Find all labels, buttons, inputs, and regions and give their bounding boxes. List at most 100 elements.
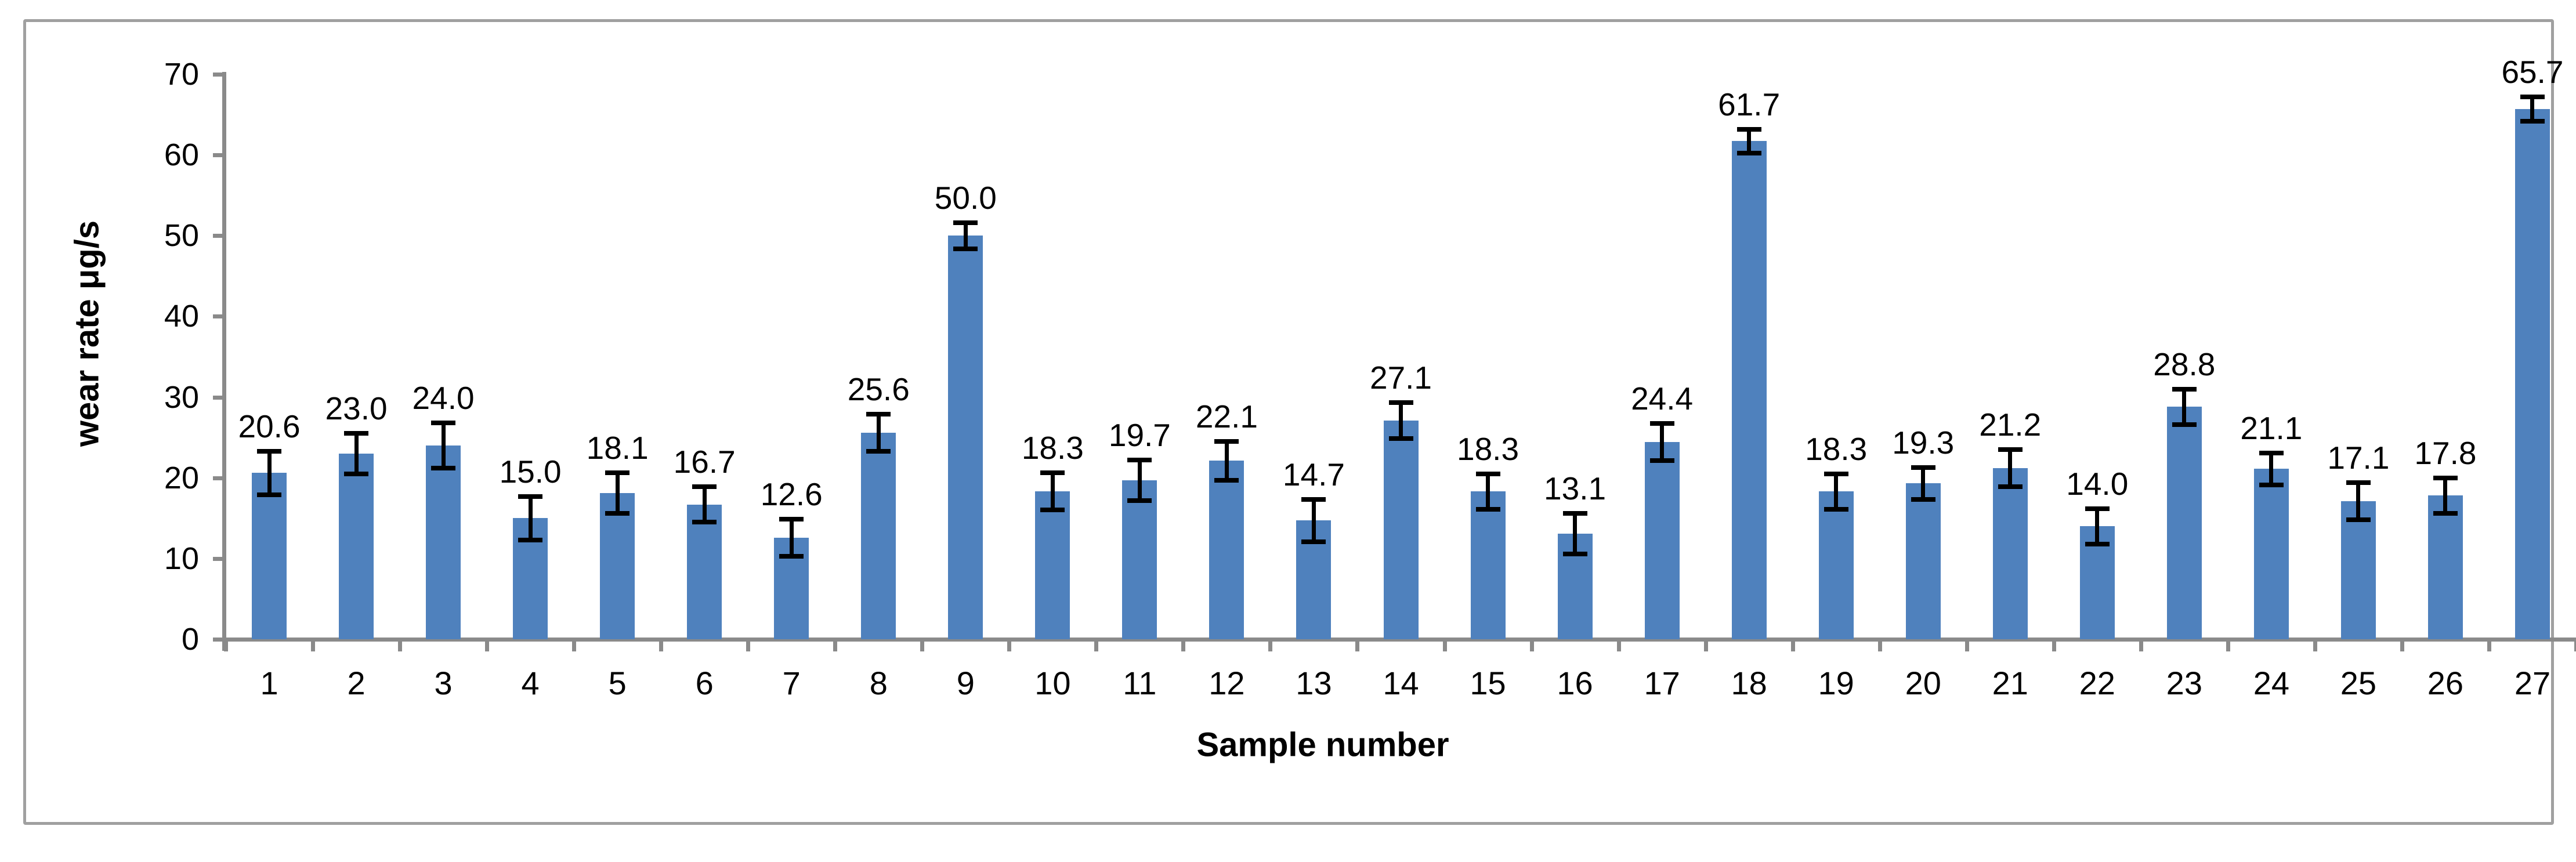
error-bar-cap-top: [1824, 471, 1848, 476]
y-tick-label: 10: [164, 541, 199, 576]
bar-value-label: 50.0: [934, 180, 997, 216]
x-tick: [1616, 639, 1621, 651]
x-tick: [2400, 639, 2404, 651]
error-bar: [1311, 499, 1316, 542]
error-bar-cap-top: [1214, 439, 1239, 444]
x-tick: [224, 639, 228, 651]
bar-value-label: 14.0: [2066, 465, 2129, 502]
bar-value-label: 18.3: [1021, 430, 1084, 466]
bar: [426, 446, 461, 639]
x-tick-label: 25: [2340, 665, 2377, 701]
x-tick: [746, 639, 751, 651]
error-bar-cap-top: [605, 470, 630, 476]
x-tick-label: 22: [2079, 665, 2115, 701]
error-bar-cap-top: [431, 421, 456, 426]
error-bar-cap-top: [1040, 470, 1065, 476]
error-bar-cap-bottom: [2172, 422, 2197, 427]
error-bar-cap-top: [2520, 94, 2545, 99]
error-bar-cap-bottom: [1911, 497, 1935, 502]
plot-area: 0 10 20 30 40 50 60 70 20.6 1 23.0 2 24.0 3 15.0 4 18.1 5…: [26, 22, 2576, 862]
x-tick-label: 14: [1383, 665, 1419, 701]
error-bar: [528, 496, 533, 540]
x-tick: [572, 639, 577, 651]
bar-value-label: 18.3: [1457, 430, 1519, 467]
error-bar: [1660, 423, 1665, 461]
error-bar-cap-bottom: [2259, 483, 2284, 488]
error-bar-cap-top: [1998, 447, 2023, 452]
error-bar-cap-top: [1475, 471, 1500, 476]
x-tick-label: 27: [2514, 665, 2551, 701]
bar-value-label: 23.0: [325, 390, 388, 427]
x-tick: [2574, 639, 2576, 651]
error-bar-cap-bottom: [344, 471, 369, 476]
y-tick-label: 70: [164, 57, 199, 92]
error-bar-cap-top: [2172, 386, 2197, 392]
x-tick: [1877, 639, 1882, 651]
x-tick-label: 13: [1296, 665, 1332, 701]
chart-frame: 0 10 20 30 40 50 60 70 20.6 1 23.0 2 24.0 3 15.0 4 18.1 5…: [23, 19, 2576, 825]
bar-value-label: 13.1: [1544, 470, 1607, 506]
y-tick: [213, 395, 223, 400]
error-bar-cap-top: [779, 516, 804, 521]
y-axis-title: wear rate μg/s: [68, 220, 106, 447]
bar-value-label: 28.8: [2153, 346, 2216, 382]
x-tick-label: 18: [1731, 665, 1767, 701]
error-bar-cap-bottom: [2433, 510, 2458, 516]
error-bar-cap-bottom: [1824, 506, 1848, 512]
y-tick: [213, 476, 223, 480]
x-tick: [1529, 639, 1534, 651]
error-bar-cap-bottom: [2346, 517, 2371, 523]
error-bar: [1486, 473, 1490, 509]
error-bar-cap-bottom: [1649, 458, 1674, 463]
x-tick: [1007, 639, 1012, 651]
error-bar-cap-top: [2259, 450, 2284, 455]
bar: [1731, 141, 1767, 639]
bar: [2340, 501, 2376, 639]
bar-value-label: 19.7: [1108, 417, 1171, 454]
bar-value-label: 61.7: [1718, 86, 1781, 122]
x-tick: [1355, 639, 1360, 651]
error-bar-cap-top: [257, 448, 282, 454]
x-tick: [2226, 639, 2230, 651]
bar-value-label: 18.1: [586, 430, 649, 466]
bar-value-label: 20.6: [238, 408, 301, 444]
x-tick-label: 15: [1470, 665, 1506, 701]
x-tick: [1268, 639, 1273, 651]
error-bar-cap-bottom: [518, 537, 543, 542]
bar-value-label: 21.2: [1979, 407, 2042, 443]
bar: [2427, 495, 2463, 639]
x-tick: [2052, 639, 2056, 651]
error-bar: [876, 414, 881, 451]
x-tick: [659, 639, 664, 651]
error-bar-cap-bottom: [779, 553, 804, 559]
bar: [1035, 491, 1070, 639]
error-bar: [1137, 460, 1142, 501]
error-bar: [441, 423, 446, 468]
bar: [1383, 420, 1419, 639]
error-bar: [702, 487, 707, 523]
error-bar-cap-top: [518, 494, 543, 499]
bar-value-label: 24.0: [412, 380, 475, 416]
bar: [687, 504, 722, 639]
x-tick-label: 11: [1123, 665, 1157, 701]
error-bar: [963, 223, 968, 249]
y-tick-label: 0: [181, 622, 199, 657]
x-tick-label: 4: [521, 665, 540, 701]
bar: [1644, 442, 1680, 639]
x-tick: [920, 639, 925, 651]
error-bar-cap-bottom: [2085, 541, 2110, 546]
x-tick-label: 9: [956, 665, 975, 701]
x-tick-label: 3: [434, 665, 453, 701]
bar-value-label: 21.1: [2240, 410, 2303, 446]
error-bar: [1747, 129, 1752, 154]
error-bar: [2182, 389, 2187, 425]
error-bar: [1573, 513, 1578, 554]
error-bar-cap-top: [1127, 458, 1152, 463]
x-tick: [398, 639, 403, 651]
y-tick: [213, 234, 223, 238]
bar: [861, 432, 896, 639]
bar: [1122, 480, 1157, 639]
x-tick-label: 10: [1034, 665, 1071, 701]
error-bar: [1050, 473, 1055, 510]
error-bar-cap-top: [1911, 465, 1935, 470]
